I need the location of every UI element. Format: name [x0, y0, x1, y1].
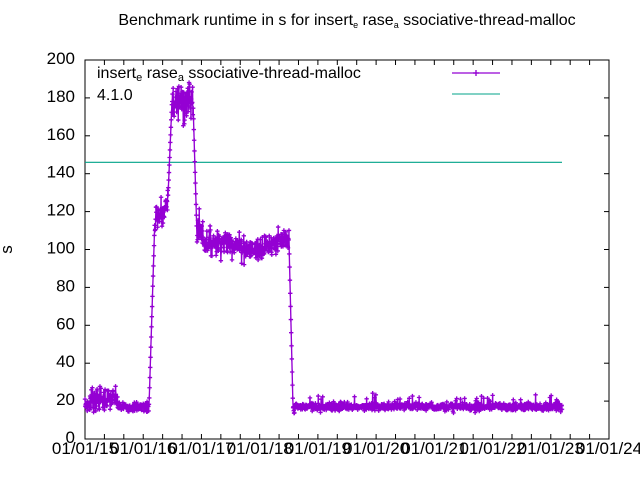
- svg-text:01/01/15: 01/01/15: [52, 439, 118, 458]
- svg-text:01/01/22: 01/01/22: [459, 439, 525, 458]
- svg-text:160: 160: [47, 125, 75, 144]
- svg-text:180: 180: [47, 87, 75, 106]
- svg-text:200: 200: [47, 49, 75, 68]
- svg-text:80: 80: [56, 276, 75, 295]
- svg-text:s: s: [0, 245, 16, 254]
- svg-text:100: 100: [47, 239, 75, 258]
- svg-text:20: 20: [56, 390, 75, 409]
- svg-text:4.1.0: 4.1.0: [97, 87, 133, 104]
- svg-text:40: 40: [56, 352, 75, 371]
- svg-text:01/01/19: 01/01/19: [285, 439, 351, 458]
- svg-text:01/01/17: 01/01/17: [168, 439, 234, 458]
- svg-text:01/01/21: 01/01/21: [401, 439, 467, 458]
- svg-text:01/01/18: 01/01/18: [227, 439, 293, 458]
- svg-text:01/01/20: 01/01/20: [343, 439, 409, 458]
- svg-text:140: 140: [47, 163, 75, 182]
- svg-text:01/01/23: 01/01/23: [518, 439, 584, 458]
- svg-text:60: 60: [56, 314, 75, 333]
- svg-text:01/01/24: 01/01/24: [576, 439, 640, 458]
- svg-text:01/01/16: 01/01/16: [110, 439, 176, 458]
- svg-text:120: 120: [47, 201, 75, 220]
